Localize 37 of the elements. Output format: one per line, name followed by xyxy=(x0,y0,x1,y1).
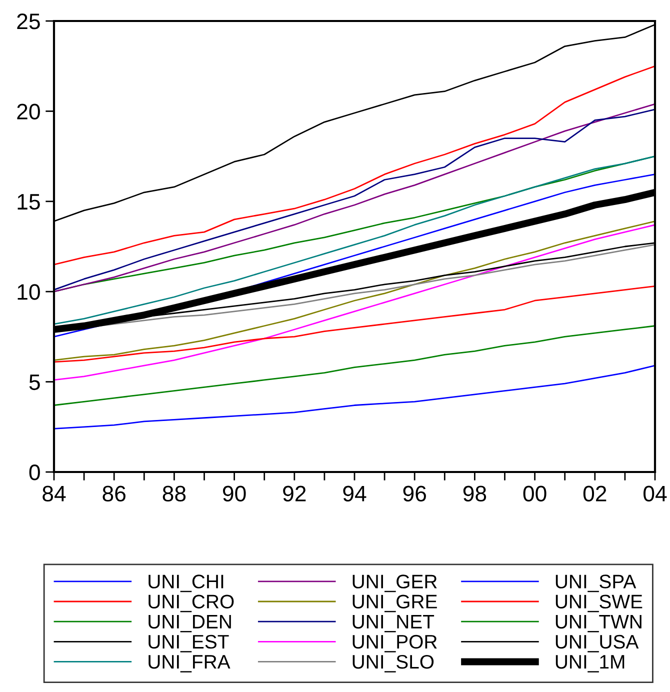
legend-label: UNI_DEN xyxy=(148,615,231,632)
legend-label: UNI_CRO xyxy=(148,594,234,612)
line-series xyxy=(54,325,655,406)
line-series xyxy=(54,156,655,325)
legend-label: UNI_TWN xyxy=(556,615,642,632)
legend-label: UNI_SWE xyxy=(556,594,642,612)
x-tick-label: 00 xyxy=(523,486,546,502)
y-tick-label: 25 xyxy=(17,14,40,30)
x-tick-label: 84 xyxy=(42,486,66,502)
line-series xyxy=(54,285,655,363)
legend-label: UNI_USA xyxy=(556,634,639,652)
legend-label: UNI_SPA xyxy=(556,574,636,592)
x-tick-label: 88 xyxy=(162,486,186,502)
x-tick-label: 94 xyxy=(343,486,366,502)
y-tick-label: 5 xyxy=(29,374,40,390)
legend-label: UNI_NET xyxy=(352,615,434,632)
legend-label: UNI_FRA xyxy=(148,655,230,672)
x-tick-label: 02 xyxy=(583,486,606,502)
x-tick-label: 04 xyxy=(644,486,667,502)
legend-label: UNI_EST xyxy=(148,634,229,652)
line-series xyxy=(54,65,655,266)
x-tick-label: 96 xyxy=(403,486,426,502)
y-tick-label: 10 xyxy=(18,284,40,300)
y-tick-label: 0 xyxy=(29,464,40,480)
x-tick-label: 86 xyxy=(102,486,126,502)
x-tick-label: 90 xyxy=(222,486,246,502)
legend-label: UNI_SLO xyxy=(352,654,434,672)
y-tick-label: 15 xyxy=(18,194,40,210)
line-series xyxy=(54,364,655,430)
legend-label: UNI_CHI xyxy=(148,574,224,592)
legend-label: UNI_GER xyxy=(352,574,437,592)
legend-label: UNI_POR xyxy=(352,634,437,652)
x-tick-label: 98 xyxy=(463,486,486,502)
x-tick-label: 92 xyxy=(283,486,306,502)
legend-label: UNI_GRE xyxy=(352,594,437,612)
legend-label: UNI_1M xyxy=(556,655,624,672)
y-tick-label: 20 xyxy=(17,104,40,120)
